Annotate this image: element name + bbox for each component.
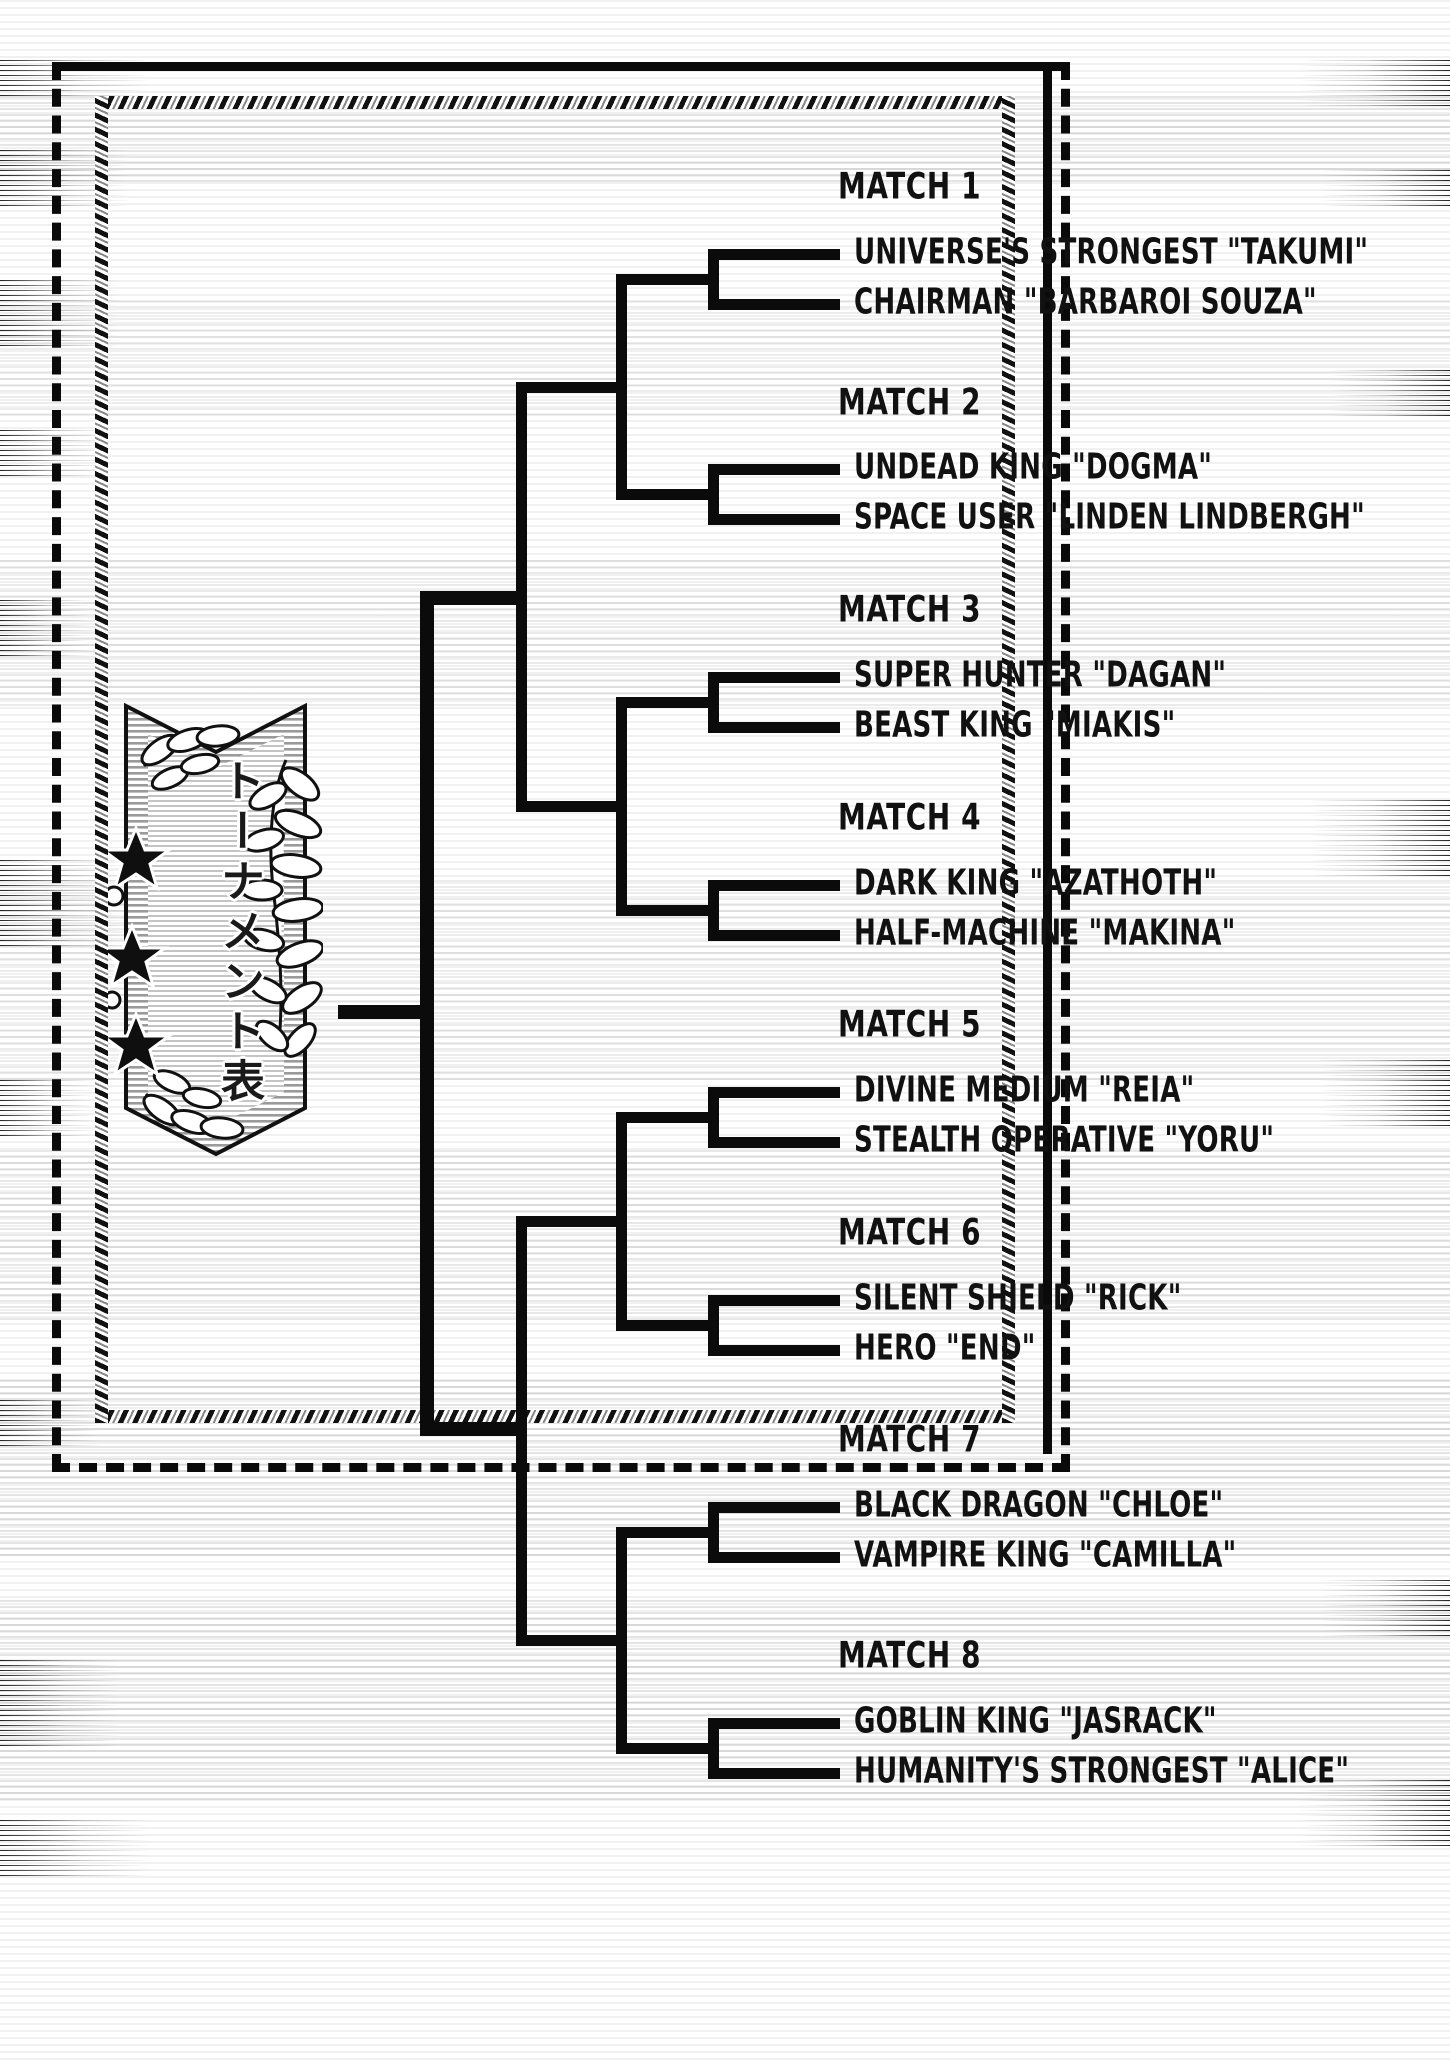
match-title: MATCH 4 [838, 796, 982, 839]
fighter-name: HERO "END" [854, 1326, 1036, 1368]
bracket-line-entrant [708, 249, 840, 260]
bracket-line-entrant [708, 1768, 840, 1779]
rope-border-left [95, 96, 108, 1423]
emblem-title-jp: トーナメント表 [213, 758, 264, 1108]
bracket-line-entrant [708, 930, 840, 941]
frame-right-edge [1043, 62, 1052, 1454]
bracket-line-feed [616, 1320, 719, 1331]
speedline-flare [0, 1660, 120, 1750]
match-title: MATCH 2 [838, 381, 982, 424]
bracket-line-entrant [708, 722, 840, 733]
bracket-line-feed [616, 1112, 719, 1123]
rope-border-right [1002, 96, 1015, 1423]
fighter-name: SILENT SHIELD "RICK" [854, 1276, 1182, 1318]
fighter-name: BLACK DRAGON "CHLOE" [854, 1483, 1224, 1525]
fighter-name: CHAIRMAN "BARBAROI SOUZA" [854, 280, 1317, 322]
fighter-name: DIVINE MEDIUM "REIA" [854, 1068, 1195, 1110]
fighter-name: SPACE USER "LINDEN LINDBERGH" [854, 495, 1365, 537]
bracket-line-feed [516, 382, 627, 393]
inner-rope-border [95, 96, 1015, 1423]
match-title: MATCH 1 [838, 165, 982, 208]
fighter-name: HUMANITY'S STRONGEST "ALICE" [854, 1749, 1350, 1791]
bracket-line-feed [516, 1635, 627, 1646]
fighter-name: BEAST KING "MIAKIS" [854, 703, 1176, 745]
bracket-line-entrant [708, 1295, 840, 1306]
speedline-flare [1330, 370, 1450, 420]
speedline-flare [1310, 800, 1450, 880]
bracket-line-champion-stem [338, 1005, 434, 1019]
speedline-flare [1320, 170, 1450, 210]
bracket-line-feed [616, 1527, 719, 1538]
bracket-line-feed [616, 905, 719, 916]
speedline-flare [1320, 1060, 1450, 1130]
match-title: MATCH 7 [838, 1418, 982, 1461]
fighter-name: VAMPIRE KING "CAMILLA" [854, 1533, 1237, 1575]
match-title: MATCH 8 [838, 1634, 982, 1677]
fighter-name: UNDEAD KING "DOGMA" [854, 445, 1213, 487]
bracket-line-entrant [708, 299, 840, 310]
fighter-name: UNIVERSE'S STRONGEST "TAKUMI" [854, 230, 1369, 272]
speedline-flare [0, 1820, 150, 1880]
bracket-line-feed [516, 801, 627, 812]
rope-border-bottom [95, 1410, 1015, 1423]
bracket-line-feed [420, 591, 527, 605]
bracket-line-entrant [708, 1502, 840, 1513]
rope-border-top [95, 96, 1015, 109]
fighter-name: SUPER HUNTER "DAGAN" [854, 653, 1227, 695]
bracket-line-entrant [708, 1718, 840, 1729]
bracket-line-entrant [708, 1137, 840, 1148]
bracket-line-feed [616, 697, 719, 708]
match-title: MATCH 6 [838, 1211, 982, 1254]
bracket-line-entrant [708, 464, 840, 475]
bracket-line-entrant [708, 672, 840, 683]
match-title: MATCH 3 [838, 588, 982, 631]
fighter-name: HALF-MACHINE "MAKINA" [854, 911, 1236, 953]
bracket-line-entrant [708, 880, 840, 891]
bracket-line-feed [616, 489, 719, 500]
speedline-flare [1320, 1580, 1450, 1640]
bracket-line-entrant [708, 1345, 840, 1356]
match-title: MATCH 5 [838, 1003, 982, 1046]
bracket-line-feed [616, 1743, 719, 1754]
fighter-name: STEALTH OPERATIVE "YORU" [854, 1118, 1275, 1160]
bracket-line-feed [616, 274, 719, 285]
laurel-wreath-banner [108, 700, 323, 1160]
speedline-flare [1300, 60, 1450, 110]
bracket-line-feed [420, 1422, 527, 1436]
fighter-name: GOBLIN KING "JASRACK" [854, 1699, 1217, 1741]
bracket-line-entrant [708, 1087, 840, 1098]
fighter-name: DARK KING "AZATHOTH" [854, 861, 1218, 903]
bracket-line-entrant [708, 1552, 840, 1563]
bracket-line-feed [516, 1216, 627, 1227]
frame-top-edge [52, 62, 1052, 71]
bracket-line-entrant [708, 514, 840, 525]
